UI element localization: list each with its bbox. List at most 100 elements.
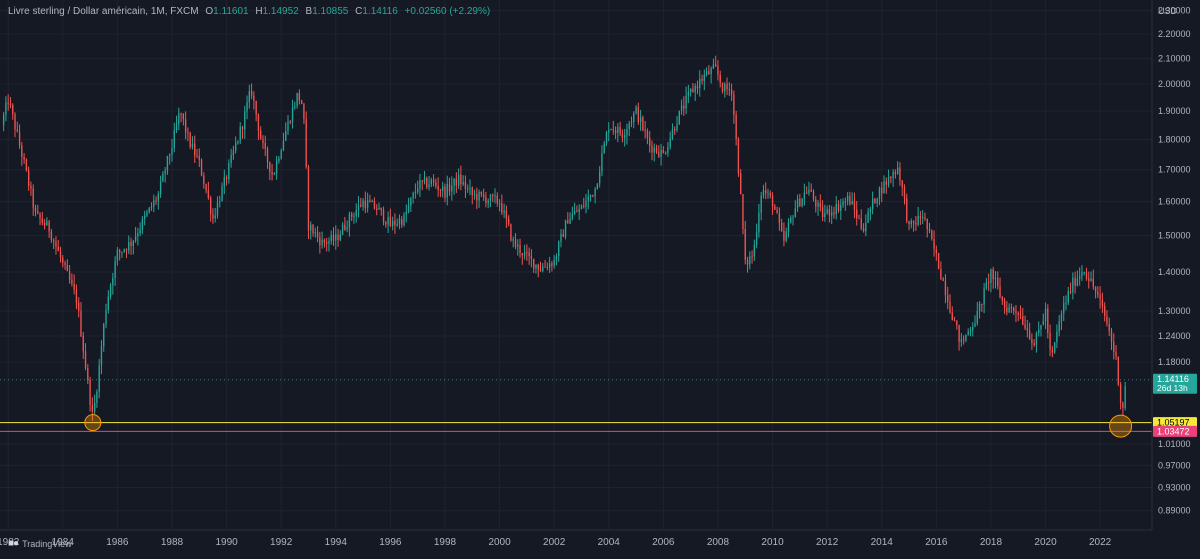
- candle-body: [194, 143, 196, 156]
- candle-body: [369, 200, 371, 203]
- candle-body: [694, 85, 696, 93]
- candle-body: [553, 259, 555, 266]
- candle-body: [494, 195, 496, 197]
- candle-body: [1017, 312, 1019, 315]
- candle-body: [539, 269, 542, 271]
- y-tick-label: 2.10000: [1158, 53, 1191, 63]
- candle-body: [278, 158, 280, 162]
- candle-body: [853, 201, 856, 210]
- candle-body: [1065, 302, 1067, 304]
- candle-body: [724, 83, 726, 92]
- candle-body: [182, 113, 185, 120]
- candle-body: [703, 74, 705, 81]
- candle-body: [1106, 316, 1108, 324]
- candle-body: [546, 266, 549, 268]
- y-tick-label: 1.24000: [1158, 331, 1191, 341]
- candle-body: [457, 174, 460, 186]
- candle-body: [1104, 306, 1106, 317]
- candle-body: [987, 282, 990, 284]
- candle-body: [883, 181, 885, 194]
- candle-body: [1035, 333, 1038, 346]
- candle-body: [594, 188, 596, 197]
- candle-body: [191, 143, 194, 147]
- y-tick-label: 1.30000: [1158, 306, 1191, 316]
- candle-body: [530, 256, 533, 259]
- candle-body: [153, 200, 155, 207]
- pink-level-tag-label: 1.03472: [1157, 426, 1190, 436]
- candle-body: [944, 280, 947, 296]
- highlight-circle[interactable]: [84, 414, 102, 432]
- candle-body: [1078, 276, 1081, 279]
- candle-body: [942, 278, 944, 281]
- y-tick-label: 1.01000: [1158, 439, 1191, 449]
- candle-body: [801, 198, 803, 207]
- yellow-level-tag: [1153, 417, 1197, 429]
- currency-label[interactable]: USD: [1158, 6, 1178, 16]
- candle-body: [478, 191, 480, 201]
- candle-body: [1033, 343, 1035, 346]
- candle-body: [621, 133, 624, 138]
- candle-body: [416, 188, 419, 192]
- symbol-name[interactable]: Livre sterling / Dollar américain, 1M, F…: [8, 6, 199, 17]
- candle-body: [689, 88, 692, 92]
- candle-body: [922, 217, 924, 219]
- y-tick-label: 0.89000: [1158, 506, 1191, 516]
- candle-body: [910, 220, 912, 225]
- x-tick-label: 1994: [325, 537, 348, 548]
- candle-body: [667, 146, 669, 153]
- tradingview-logo-icon: ■●: [8, 538, 19, 549]
- candle-body: [137, 233, 139, 237]
- candle-body: [221, 186, 223, 202]
- candle-body: [164, 170, 166, 174]
- y-tick-label: 1.50000: [1158, 231, 1191, 241]
- candle-body: [403, 214, 405, 226]
- candle-body: [382, 209, 385, 223]
- candle-body: [46, 221, 48, 226]
- candle-body: [307, 166, 310, 231]
- candle-body: [635, 106, 637, 114]
- candle-body: [972, 326, 974, 331]
- candle-body: [840, 204, 842, 211]
- candle-body: [583, 205, 585, 207]
- candle-body: [1019, 314, 1022, 316]
- candle-body: [960, 339, 963, 342]
- candle-body: [337, 234, 339, 241]
- tradingview-brand[interactable]: ■● TradingView: [8, 538, 72, 549]
- candle-body: [573, 211, 576, 215]
- candle-body: [808, 189, 810, 194]
- candle-body: [976, 311, 978, 324]
- candle-body: [5, 102, 7, 115]
- candle-body: [826, 209, 828, 213]
- x-tick-label: 2006: [652, 537, 675, 548]
- candle-body: [958, 325, 960, 342]
- candle-body: [705, 71, 708, 75]
- candle-body: [109, 285, 112, 297]
- x-tick-label: 1984: [52, 537, 75, 548]
- candle-body: [1090, 278, 1092, 281]
- candle-body: [1076, 278, 1079, 286]
- candle-body: [787, 222, 790, 232]
- highlight-circle[interactable]: [1109, 414, 1133, 438]
- candle-body: [162, 173, 164, 182]
- candle-body: [287, 121, 289, 132]
- candle-body: [912, 220, 915, 223]
- candle-body: [134, 236, 137, 241]
- candle-body: [118, 250, 121, 252]
- candle-body: [721, 82, 724, 92]
- candle-body: [98, 365, 100, 392]
- candle-body: [34, 207, 37, 212]
- candle-body: [719, 74, 721, 83]
- candle-body: [501, 203, 503, 213]
- candle-body: [651, 146, 653, 153]
- candle-body: [644, 130, 646, 132]
- candle-body: [783, 230, 785, 241]
- last-price-tag-label: 1.14116: [1157, 374, 1189, 384]
- candle-body: [758, 212, 760, 233]
- candle-body: [862, 228, 865, 232]
- candle-body: [216, 202, 219, 216]
- candle-body: [692, 88, 694, 93]
- candle-body: [321, 239, 323, 246]
- candle-body: [264, 143, 266, 149]
